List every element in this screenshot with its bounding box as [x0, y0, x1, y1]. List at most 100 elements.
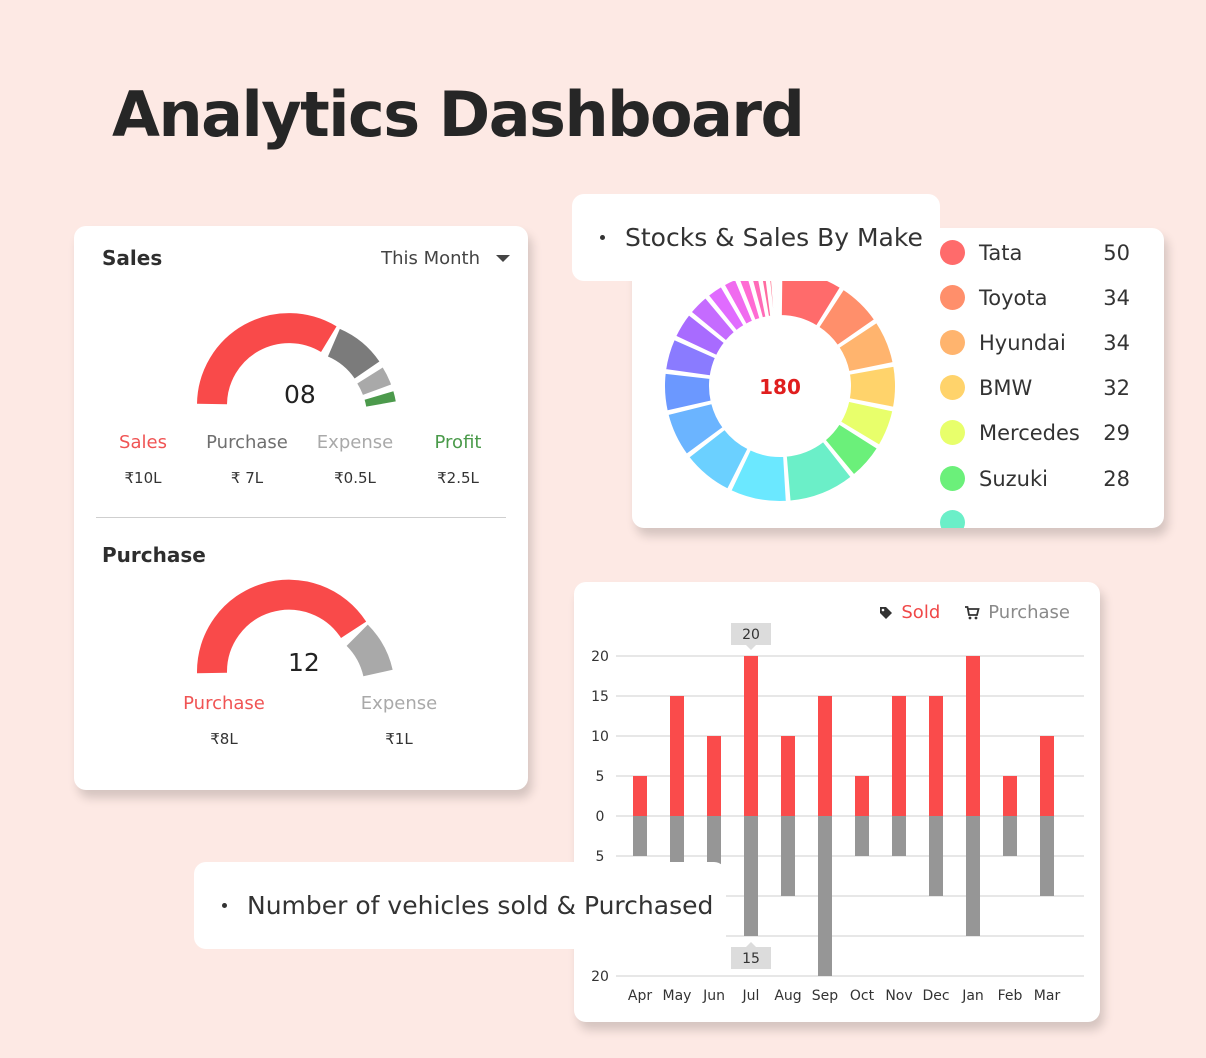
- x-tick-label: Jun: [702, 988, 725, 1004]
- donut-slice-make-12[interactable]: [663, 337, 718, 378]
- bar-sold-mar[interactable]: [1040, 736, 1054, 816]
- donut-slice-make-13[interactable]: [673, 312, 727, 358]
- legend-item-hyundai[interactable]: Hyundai 34: [940, 330, 1130, 355]
- chevron-down-icon: [496, 255, 510, 262]
- y-tick-label: 5: [596, 769, 605, 785]
- legend-item-bmw[interactable]: BMW 32: [940, 375, 1130, 400]
- vehicles-heading: Number of vehicles sold & Purchased: [247, 891, 714, 920]
- donut-slice-make-14[interactable]: [689, 295, 737, 343]
- legend-name: Hyundai: [979, 330, 1066, 355]
- legend-dot: [940, 420, 965, 445]
- y-tick-label: 10: [591, 729, 609, 745]
- bar-sold-sep[interactable]: [818, 696, 832, 816]
- bar-sold-jun[interactable]: [707, 736, 721, 816]
- legend-dot: [940, 466, 965, 491]
- stat-value: ₹8L: [210, 730, 238, 748]
- legend-item-toyota[interactable]: Toyota 34: [940, 285, 1130, 310]
- legend-count: 34: [1103, 330, 1130, 355]
- donut-slice-hyundai[interactable]: [836, 320, 895, 374]
- stat-purchase: Purchase ₹ 7L: [192, 432, 302, 487]
- legend-sold-label: Sold: [901, 602, 941, 623]
- legend-item-tata[interactable]: Tata 50: [940, 240, 1130, 265]
- donut-slice-make-11[interactable]: [663, 371, 713, 413]
- x-tick-label: May: [663, 988, 692, 1004]
- legend-name: Tata: [979, 240, 1023, 265]
- bar-sold-jul[interactable]: [744, 656, 758, 816]
- bar-purchase-feb[interactable]: [1003, 816, 1017, 856]
- legend-item-mercedes[interactable]: Mercedes 29: [940, 420, 1130, 445]
- stat-label: Expense: [360, 693, 438, 714]
- donut-slice-make-10[interactable]: [666, 401, 726, 457]
- legend-name: Toyota: [979, 285, 1048, 310]
- bar-tooltip: 15: [731, 942, 771, 969]
- stat-value: ₹2.5L: [437, 469, 479, 487]
- bar-sold-jan[interactable]: [966, 656, 980, 816]
- legend-dot: [940, 330, 965, 355]
- bar-sold-oct[interactable]: [855, 776, 869, 816]
- bar-sold-aug[interactable]: [781, 736, 795, 816]
- cart-icon: [965, 605, 980, 619]
- x-tick-label: Jan: [961, 988, 984, 1004]
- svg-text:15: 15: [742, 951, 760, 967]
- bullet-icon: [222, 903, 227, 908]
- stat-value: ₹10L: [124, 469, 162, 487]
- bar-purchase-mar[interactable]: [1040, 816, 1054, 896]
- vehicles-chart-card: 201510505101520AprMayJunJulAugSepOctNovD…: [574, 582, 1100, 1022]
- svg-text:20: 20: [742, 627, 760, 643]
- bar-purchase-nov[interactable]: [892, 816, 906, 856]
- stocks-heading-pill: Stocks & Sales By Make: [572, 194, 940, 281]
- period-dropdown[interactable]: This Month: [381, 248, 510, 269]
- vehicles-heading-pill: Number of vehicles sold & Purchased: [194, 862, 726, 949]
- bar-sold-apr[interactable]: [633, 776, 647, 816]
- bar-purchase-sep[interactable]: [818, 816, 832, 976]
- x-tick-label: Sep: [812, 988, 839, 1004]
- legend-purchase[interactable]: Purchase: [964, 602, 1070, 623]
- stat-expense: Expense ₹1L: [344, 693, 454, 748]
- stocks-donut-chart: 180: [663, 268, 897, 503]
- x-tick-label: Feb: [998, 988, 1023, 1004]
- bar-purchase-jul[interactable]: [744, 816, 758, 936]
- stat-value: ₹0.5L: [334, 469, 376, 487]
- bar-chart-legend: Sold Purchase: [879, 602, 1070, 623]
- legend-count: 28: [1103, 466, 1130, 491]
- donut-slice-make-16[interactable]: [722, 277, 755, 327]
- donut-slice-mercedes[interactable]: [838, 399, 895, 448]
- bullet-icon: [600, 235, 605, 240]
- bar-purchase-jan[interactable]: [966, 816, 980, 936]
- donut-slice-make-9[interactable]: [686, 427, 750, 491]
- stat-label: Purchase: [183, 693, 265, 714]
- stat-label: Profit: [434, 432, 482, 453]
- bar-purchase-oct[interactable]: [855, 816, 869, 856]
- donut-slice-bmw[interactable]: [847, 364, 897, 409]
- stocks-heading: Stocks & Sales By Make: [625, 223, 923, 252]
- purchase-card-title: Purchase: [102, 543, 206, 567]
- donut-slice-make-8[interactable]: [729, 447, 788, 503]
- bar-purchase-apr[interactable]: [633, 816, 647, 856]
- y-tick-label: 20: [591, 969, 609, 985]
- y-tick-label: 20: [591, 649, 609, 665]
- legend-sold[interactable]: Sold: [879, 602, 940, 623]
- legend-dot: [940, 510, 965, 528]
- donut-slice-suzuki[interactable]: [823, 422, 880, 477]
- bar-sold-may[interactable]: [670, 696, 684, 816]
- stat-value: ₹ 7L: [230, 469, 264, 487]
- donut-slice-toyota[interactable]: [816, 287, 877, 348]
- stat-sales: Sales ₹10L: [88, 432, 198, 487]
- bar-purchase-dec[interactable]: [929, 816, 943, 896]
- stat-label: Sales: [119, 432, 167, 453]
- legend-name: BMW: [979, 375, 1033, 400]
- bar-sold-nov[interactable]: [892, 696, 906, 816]
- sales-gauge-value: 08: [284, 380, 316, 409]
- donut-slice-make-7[interactable]: [784, 439, 854, 503]
- bar-purchase-aug[interactable]: [781, 816, 795, 896]
- legend-name: Suzuki: [979, 466, 1048, 491]
- legend-item-suzuki[interactable]: Suzuki 28: [940, 466, 1130, 491]
- bar-sold-feb[interactable]: [1003, 776, 1017, 816]
- bar-sold-dec[interactable]: [929, 696, 943, 816]
- legend-count: 50: [1103, 240, 1130, 265]
- purchase-gauge: [196, 579, 393, 677]
- gauge-segment-purchase: [196, 579, 367, 674]
- donut-slice-make-15[interactable]: [706, 284, 746, 333]
- sales-gauge: [197, 313, 396, 407]
- legend-name: Mercedes: [979, 420, 1080, 445]
